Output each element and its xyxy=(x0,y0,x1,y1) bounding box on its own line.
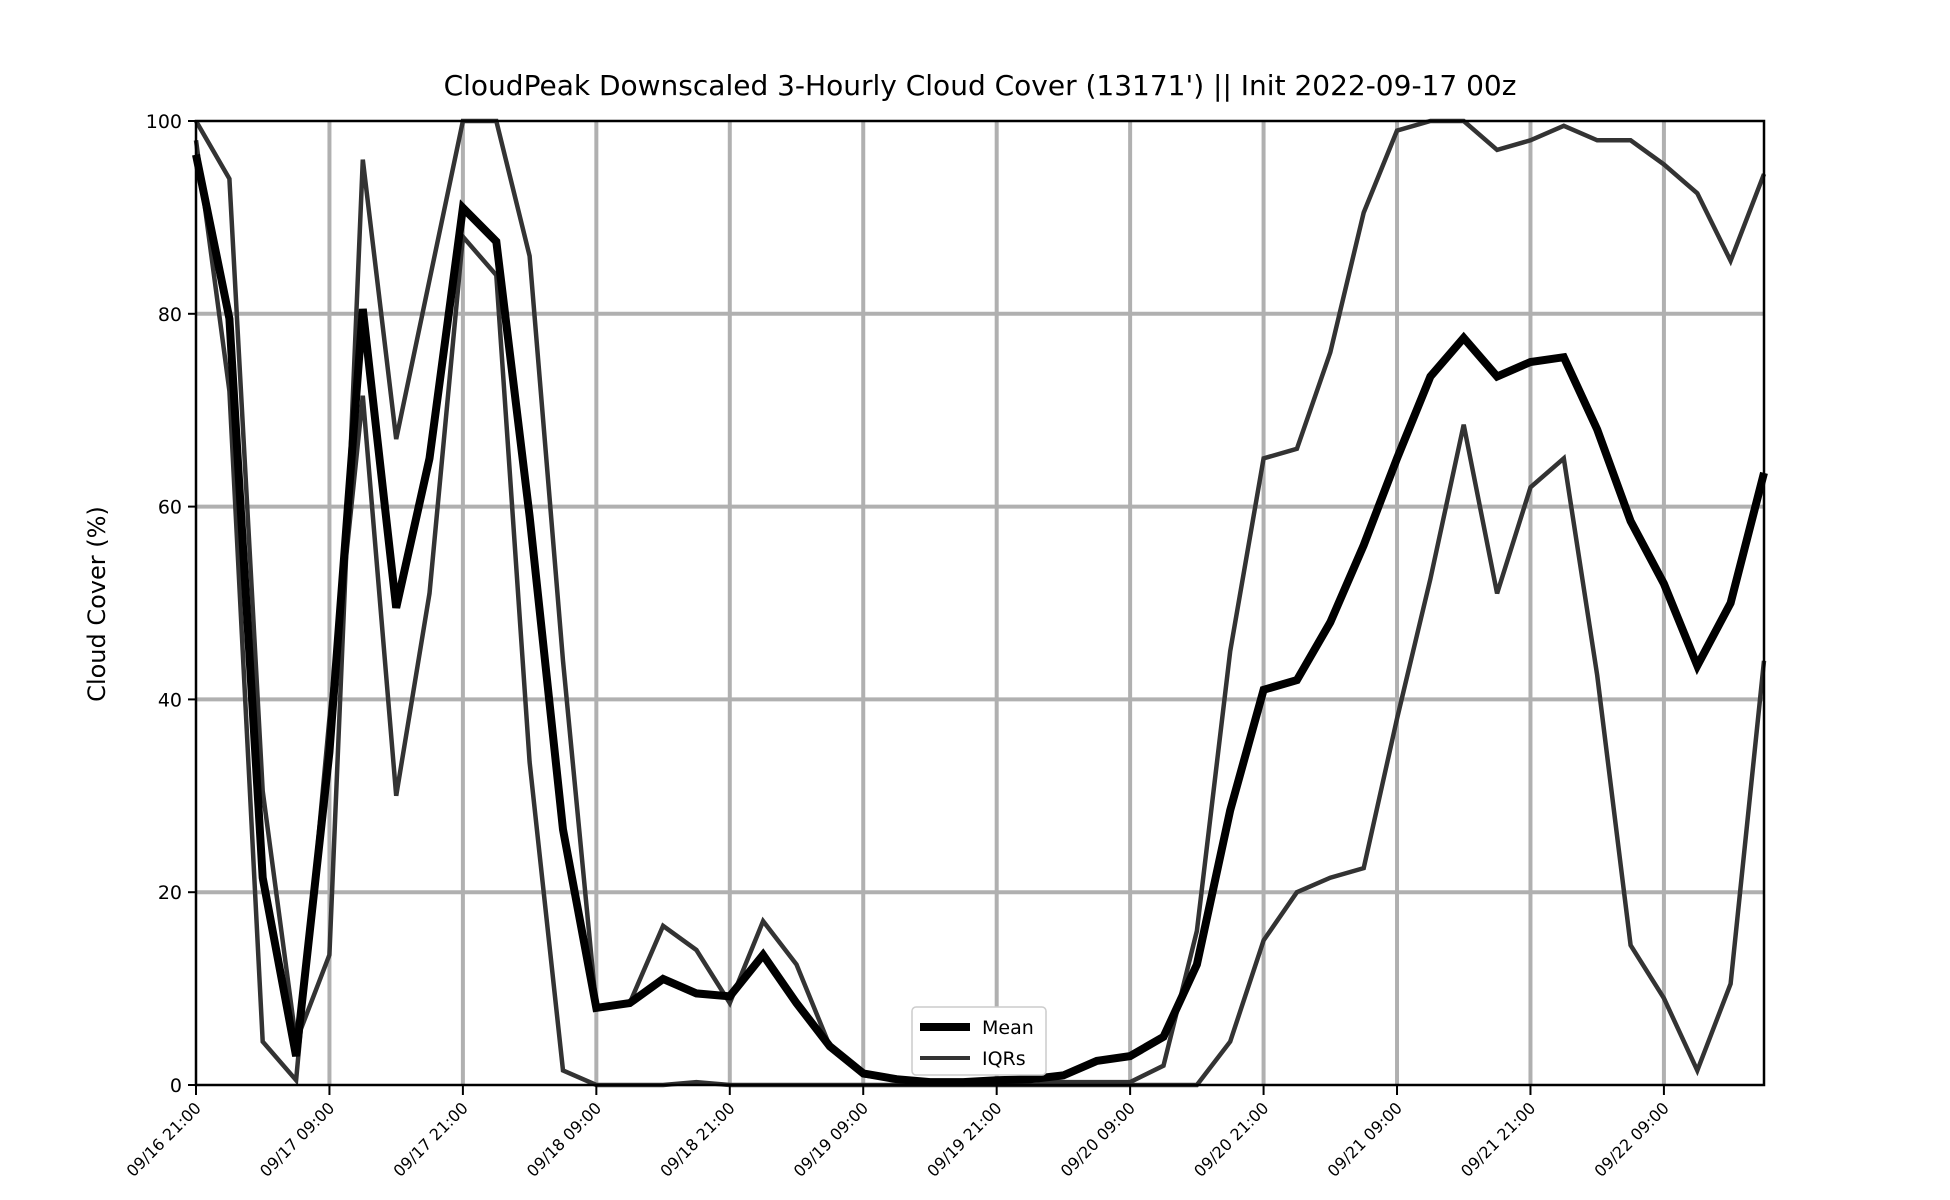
grid xyxy=(196,121,1764,1085)
x-tick-label: 09/22 09:00 xyxy=(1590,1098,1672,1180)
x-tick-label: 09/19 09:00 xyxy=(790,1098,872,1180)
y-tick-label: 20 xyxy=(158,882,182,904)
y-tick-label: 80 xyxy=(158,304,182,326)
x-tick-label: 09/18 09:00 xyxy=(523,1098,605,1180)
x-tick-label: 09/21 21:00 xyxy=(1457,1098,1539,1180)
x-tick-label: 09/20 21:00 xyxy=(1190,1098,1272,1180)
y-tick-label: 100 xyxy=(146,111,182,133)
series-line-mean xyxy=(192,153,1768,1087)
x-tick-label: 09/21 09:00 xyxy=(1324,1098,1406,1180)
legend-mean-label: Mean xyxy=(982,1017,1034,1039)
plot-frame xyxy=(194,119,1766,1087)
y-axis-label: Cloud Cover (%) xyxy=(83,506,111,702)
x-tick-label: 09/19 21:00 xyxy=(923,1098,1005,1180)
legend-iqrs-label: IQRs xyxy=(982,1048,1026,1070)
legend: Mean IQRs xyxy=(911,1006,1047,1076)
axes: 0 20 40 60 80 100 09/16 21:00 09/17 09:00 09/17 … xyxy=(123,111,1673,1181)
y-tick-label: 60 xyxy=(158,497,182,519)
x-tick-label: 09/18 21:00 xyxy=(656,1098,738,1180)
x-tick-label: 09/20 09:00 xyxy=(1057,1098,1139,1180)
chart-title: CloudPeak Downscaled 3-Hourly Cloud Cove… xyxy=(444,69,1517,102)
x-tick-label: 09/17 09:00 xyxy=(256,1098,338,1180)
y-tick-label: 40 xyxy=(158,689,182,711)
y-tick-label: 0 xyxy=(170,1075,182,1097)
x-tick-label: 09/17 21:00 xyxy=(389,1098,471,1180)
x-tick-label: 09/16 21:00 xyxy=(123,1098,205,1180)
